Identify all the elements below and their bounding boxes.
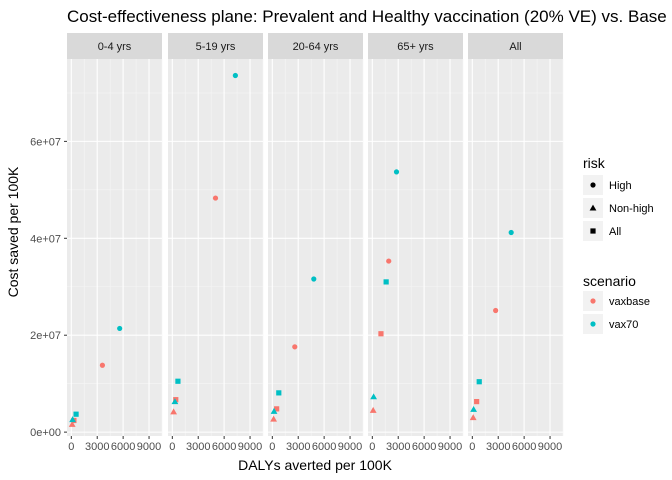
data-point — [508, 229, 514, 236]
facet-strip — [368, 33, 463, 59]
x-tick-label: 0 — [369, 441, 375, 453]
data-point — [232, 72, 238, 79]
x-tick-label: 3000 — [186, 441, 210, 453]
legend-symbol — [590, 321, 596, 327]
data-point — [470, 405, 478, 412]
x-tick-label: 3000 — [286, 441, 310, 453]
data-point — [99, 362, 106, 368]
legend-title-scenario: scenario — [583, 273, 636, 289]
x-tick-label: 0 — [269, 441, 275, 453]
y-tick-label: 2e+07 — [30, 330, 61, 342]
data-point — [311, 276, 317, 282]
legend-label: vaxbase — [609, 296, 650, 308]
y-tick-label: 6e+07 — [30, 136, 61, 148]
legend-symbol — [590, 182, 596, 188]
data-point — [292, 344, 298, 350]
facet-strip-label: All — [509, 41, 521, 53]
facet-strip — [268, 33, 363, 59]
data-point — [474, 398, 480, 405]
x-tick-label: 9000 — [137, 441, 161, 453]
facet-strip-label: 20-64 yrs — [293, 41, 339, 53]
facet-strip — [168, 33, 263, 59]
data-point — [476, 379, 482, 385]
data-point — [69, 416, 77, 423]
data-point — [270, 407, 278, 414]
x-tick-label: 0 — [169, 441, 175, 453]
data-point — [170, 408, 178, 415]
legend-symbol — [590, 228, 596, 234]
data-point — [369, 406, 377, 413]
data-point — [378, 331, 384, 337]
y-tick-label: 0e+00 — [30, 427, 61, 439]
data-point — [117, 325, 123, 332]
data-point — [212, 195, 219, 201]
facet-strip — [67, 33, 162, 59]
x-tick-label: 3000 — [386, 441, 410, 453]
x-tick-label: 9000 — [438, 441, 462, 453]
x-tick-label: 9000 — [538, 441, 562, 453]
x-tick-label: 6000 — [412, 441, 436, 453]
data-point — [383, 279, 389, 285]
legend-symbol — [590, 298, 596, 304]
x-axis-title: DALYs averted per 100K — [238, 457, 392, 473]
panel-background — [468, 59, 563, 436]
legend-label: All — [609, 226, 621, 238]
y-axis: 0e+00 2e+07 4e+07 6e+07 — [30, 136, 67, 439]
facet-strip-label: 0-4 yrs — [98, 41, 132, 53]
x-tick-label: 6000 — [212, 441, 236, 453]
data-point — [276, 390, 282, 396]
facet-strip-label: 65+ yrs — [397, 41, 434, 53]
panel-background — [168, 59, 263, 436]
x-tick-label: 3000 — [85, 441, 109, 453]
data-point — [493, 307, 499, 314]
y-tick-label: 4e+07 — [30, 233, 61, 245]
x-tick-label: 9000 — [238, 441, 262, 453]
facet-strip — [468, 33, 563, 59]
x-tick-label: 6000 — [312, 441, 336, 453]
legend-label: vax70 — [609, 319, 638, 331]
data-point — [175, 378, 181, 384]
data-point — [270, 415, 278, 422]
data-point — [68, 420, 76, 427]
data-point — [469, 414, 477, 421]
facet-panel: 65+ yrs 0 3000 6000 9000 — [368, 33, 464, 453]
panel-background — [268, 59, 363, 436]
chart-title: Cost-effectiveness plane: Prevalent and … — [67, 7, 667, 26]
data-point — [173, 397, 179, 403]
legend-symbol — [589, 204, 597, 211]
x-tick-label: 3000 — [486, 441, 510, 453]
panel-background — [67, 59, 162, 436]
data-point — [274, 406, 280, 412]
data-point — [370, 393, 378, 400]
legend-label: Non-high — [609, 203, 654, 215]
y-axis-title: Cost saved per 100K — [5, 166, 21, 297]
legend-title-risk: risk — [583, 155, 606, 171]
data-point — [171, 398, 179, 405]
x-tick-label: 0 — [68, 441, 74, 453]
x-tick-label: 0 — [469, 441, 475, 453]
data-point — [393, 169, 400, 175]
legend-label: High — [609, 180, 632, 192]
data-point — [386, 258, 392, 264]
facet-strip-label: 5-19 yrs — [196, 41, 236, 53]
x-tick-label: 6000 — [111, 441, 135, 453]
facet-panel: All 0 3000 6000 9000 — [468, 33, 564, 453]
x-tick-label: 9000 — [338, 441, 362, 453]
facet-panel: 0-4 yrs 0 3000 6000 9000 — [67, 33, 163, 453]
panel-background — [368, 59, 463, 436]
facet-panel: 5-19 yrs 0 3000 6000 9000 — [168, 33, 264, 453]
facet-panel: 20-64 yrs 0 3000 6000 9000 — [268, 33, 364, 453]
x-tick-label: 6000 — [512, 441, 536, 453]
data-point — [73, 411, 79, 417]
